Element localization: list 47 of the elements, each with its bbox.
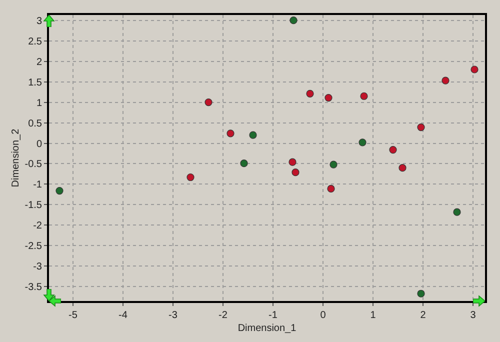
x-tick-label: -4 xyxy=(118,310,128,321)
y-tick-label: 0.5 xyxy=(28,118,42,130)
point xyxy=(327,184,335,193)
y-tick-label: 2.5 xyxy=(28,36,42,48)
point xyxy=(358,138,366,146)
point xyxy=(186,173,194,182)
point xyxy=(417,290,425,298)
point xyxy=(292,168,300,176)
x-tick-label: 3 xyxy=(470,310,476,321)
x-tick-label: 1 xyxy=(370,310,376,321)
point xyxy=(226,130,234,138)
point xyxy=(398,164,406,172)
x-tick-label: -1 xyxy=(268,310,278,321)
y-tick-label: -2.5 xyxy=(24,241,42,252)
point xyxy=(288,158,296,166)
point xyxy=(360,92,368,100)
point xyxy=(249,131,257,139)
point xyxy=(290,16,298,24)
y-tick-label: -1.5 xyxy=(24,200,42,212)
point xyxy=(330,160,338,168)
point xyxy=(204,98,212,106)
x-tick-label: 0 xyxy=(320,310,326,321)
point xyxy=(453,208,461,216)
x-tick-label: 2 xyxy=(420,310,426,321)
x-tick-label: -2 xyxy=(218,310,228,321)
y-tick-label: 1.5 xyxy=(28,77,42,88)
point xyxy=(470,66,478,74)
y-tick-label: 1 xyxy=(36,98,42,109)
x-axis-title: Dimension_1 xyxy=(238,323,297,334)
y-tick-label: -3 xyxy=(33,262,42,273)
y-tick-label: -2 xyxy=(33,220,42,232)
point xyxy=(417,123,425,132)
y-tick-label: 3 xyxy=(36,16,42,27)
y-tick-label: 0 xyxy=(36,138,42,150)
y-tick-label: -3.5 xyxy=(24,282,42,294)
point xyxy=(389,146,397,154)
point xyxy=(442,76,450,84)
point xyxy=(324,94,332,102)
point xyxy=(306,90,314,98)
x-tick-label: -5 xyxy=(68,310,78,321)
y-axis-title: Dimension_2 xyxy=(10,128,22,188)
x-tick-label: -3 xyxy=(168,310,178,321)
point xyxy=(56,186,64,195)
y-tick-label: -1 xyxy=(33,180,42,191)
y-tick-label: 2 xyxy=(36,56,42,68)
y-tick-label: -0.5 xyxy=(24,159,42,170)
point xyxy=(240,160,248,168)
